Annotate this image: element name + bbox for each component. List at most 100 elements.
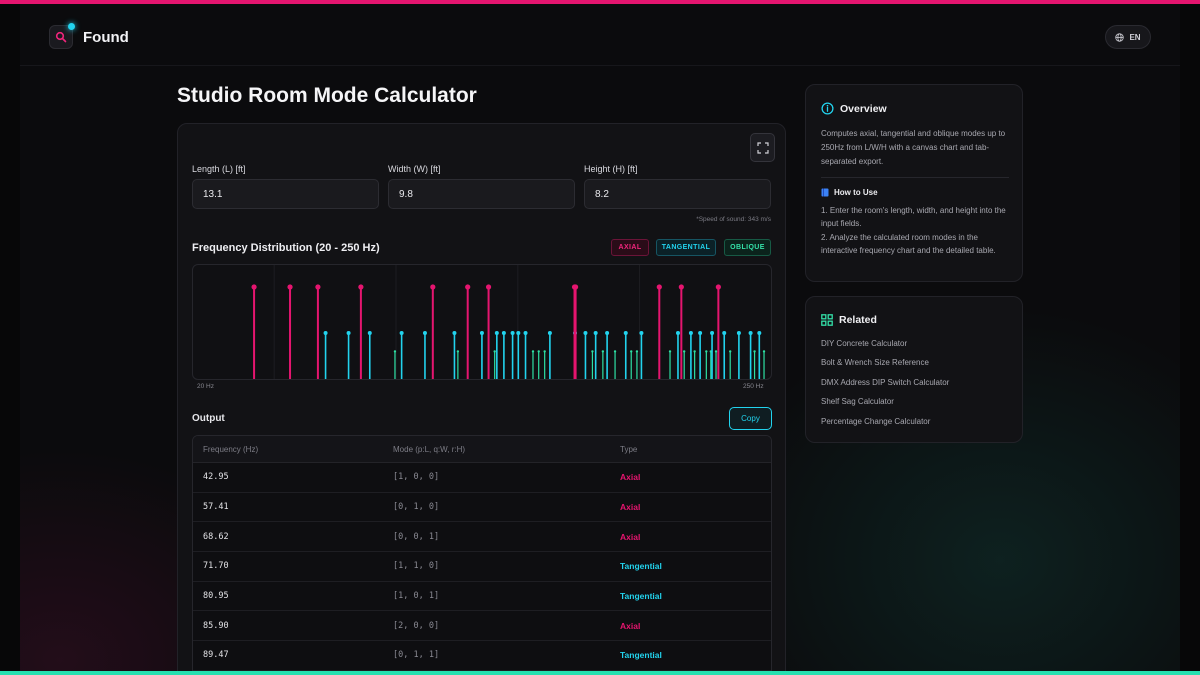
mode-mark-oblique[interactable] xyxy=(630,350,633,379)
mode-mark-tangential[interactable] xyxy=(593,331,598,379)
mode-mark-oblique[interactable] xyxy=(591,350,594,379)
mode-point-oblique xyxy=(531,350,535,353)
mode-point-tangential xyxy=(323,331,328,335)
mode-mark-tangential[interactable] xyxy=(323,331,328,379)
mode-point-oblique xyxy=(591,350,594,353)
mode-mark-oblique[interactable] xyxy=(537,350,540,379)
related-link-bolt-wrench[interactable]: Bolt & Wrench Size Reference xyxy=(821,358,929,368)
related-link-shelf-sag[interactable]: Shelf Sag Calculator xyxy=(821,397,894,407)
height-input[interactable] xyxy=(584,179,771,209)
info-icon xyxy=(821,102,834,115)
mode-point-tangential xyxy=(494,331,499,335)
mode-mark-axial[interactable] xyxy=(572,284,579,379)
mode-mark-axial[interactable] xyxy=(656,284,662,379)
table-row: 42.95 [1, 0, 0] Axial xyxy=(193,463,771,493)
mode-mark-oblique[interactable] xyxy=(714,350,718,379)
mode-mark-tangential[interactable] xyxy=(494,331,499,379)
mode-mark-axial[interactable] xyxy=(678,284,684,379)
mode-mark-oblique[interactable] xyxy=(601,350,605,379)
mode-mark-oblique[interactable] xyxy=(705,350,708,379)
mode-mark-tangential[interactable] xyxy=(698,331,703,379)
mode-mark-tangential[interactable] xyxy=(422,331,427,379)
mode-point-oblique xyxy=(714,350,718,353)
mode-mark-tangential[interactable] xyxy=(623,331,628,379)
cell-frequency: 68.62 xyxy=(203,531,229,542)
table-row: 80.95 [1, 0, 1] Tangential xyxy=(193,582,771,612)
mode-point-oblique xyxy=(762,350,766,353)
mode-mark-axial[interactable] xyxy=(251,284,257,379)
mode-point-tangential xyxy=(452,331,457,335)
mode-mark-axial[interactable] xyxy=(430,284,436,379)
related-link-percentage-change[interactable]: Percentage Change Calculator xyxy=(821,416,931,426)
mode-mark-oblique[interactable] xyxy=(668,350,672,379)
mode-mark-tangential[interactable] xyxy=(748,331,753,379)
related-link-dmx-dip[interactable]: DMX Address DIP Switch Calculator xyxy=(821,377,950,387)
width-input[interactable] xyxy=(388,179,575,209)
mode-mark-oblique[interactable] xyxy=(693,350,696,379)
mode-mark-oblique[interactable] xyxy=(762,350,766,379)
cell-type: Axial xyxy=(620,502,641,513)
mode-mark-tangential[interactable] xyxy=(452,331,457,379)
search-icon xyxy=(55,31,67,43)
table-row: 89.47 [0, 1, 1] Tangential xyxy=(193,641,771,671)
cell-mode: [0, 0, 1] xyxy=(393,531,440,542)
table-row: 68.62 [0, 0, 1] Axial xyxy=(193,522,771,553)
mode-mark-tangential[interactable] xyxy=(346,331,351,379)
mode-mark-tangential[interactable] xyxy=(523,331,528,379)
mode-mark-tangential[interactable] xyxy=(722,331,727,379)
mode-mark-tangential[interactable] xyxy=(547,331,552,379)
mode-mark-oblique[interactable] xyxy=(635,350,639,379)
top-accent-bar xyxy=(0,0,1200,4)
mode-mark-oblique[interactable] xyxy=(613,350,617,379)
grid-icon xyxy=(821,314,833,326)
mode-mark-tangential[interactable] xyxy=(605,331,610,379)
mode-mark-tangential[interactable] xyxy=(675,331,680,379)
mode-point-oblique xyxy=(693,350,696,353)
mode-mark-tangential[interactable] xyxy=(399,331,404,379)
mode-mark-oblique[interactable] xyxy=(543,350,546,379)
mode-mark-axial[interactable] xyxy=(287,284,293,379)
mode-mark-oblique[interactable] xyxy=(456,350,460,379)
cell-mode: [0, 1, 1] xyxy=(393,650,440,661)
mode-point-oblique xyxy=(613,350,617,353)
legend-axial: AXIAL xyxy=(611,239,649,256)
length-input[interactable] xyxy=(192,179,379,209)
mode-mark-tangential[interactable] xyxy=(479,331,484,379)
mode-mark-tangential[interactable] xyxy=(583,331,588,379)
mode-mark-oblique[interactable] xyxy=(729,350,732,379)
mode-mark-axial[interactable] xyxy=(358,284,364,379)
mode-mark-tangential[interactable] xyxy=(757,331,762,379)
mode-mark-oblique[interactable] xyxy=(753,350,756,379)
mode-mark-axial[interactable] xyxy=(485,284,492,379)
site-header: Found EN xyxy=(20,4,1180,66)
mode-mark-tangential[interactable] xyxy=(639,331,644,379)
mode-mark-oblique[interactable] xyxy=(393,350,397,379)
mode-mark-oblique[interactable] xyxy=(531,350,535,379)
brand-name[interactable]: Found xyxy=(83,29,129,46)
mode-mark-oblique[interactable] xyxy=(493,350,496,379)
mode-mark-tangential[interactable] xyxy=(367,331,372,379)
mode-mark-tangential[interactable] xyxy=(516,331,521,379)
chart-title: Frequency Distribution (20 - 250 Hz) xyxy=(192,242,380,254)
mode-mark-axial[interactable] xyxy=(315,284,321,379)
mode-point-axial xyxy=(287,284,293,290)
mode-mark-axial[interactable] xyxy=(715,284,721,379)
logo[interactable] xyxy=(49,23,75,49)
fullscreen-button[interactable] xyxy=(750,133,775,162)
frequency-chart[interactable] xyxy=(192,264,772,380)
how-to-step-2: 2. Analyze the calculated room modes in … xyxy=(821,233,996,255)
output-label: Output xyxy=(192,413,225,424)
mode-mark-tangential[interactable] xyxy=(501,331,506,379)
mode-mark-tangential[interactable] xyxy=(736,331,741,379)
mode-point-tangential xyxy=(422,331,427,335)
overview-description: Computes axial, tangential and oblique m… xyxy=(821,129,1006,166)
mode-mark-tangential[interactable] xyxy=(688,331,693,379)
mode-mark-tangential[interactable] xyxy=(710,331,715,379)
language-button[interactable]: EN xyxy=(1105,25,1151,49)
related-link-diy-concrete[interactable]: DIY Concrete Calculator xyxy=(821,339,908,348)
mode-point-tangential xyxy=(722,331,727,335)
mode-mark-tangential[interactable] xyxy=(510,331,515,379)
mode-mark-axial[interactable] xyxy=(465,284,471,379)
mode-mark-oblique[interactable] xyxy=(682,350,686,379)
copy-button[interactable]: Copy xyxy=(729,407,772,430)
